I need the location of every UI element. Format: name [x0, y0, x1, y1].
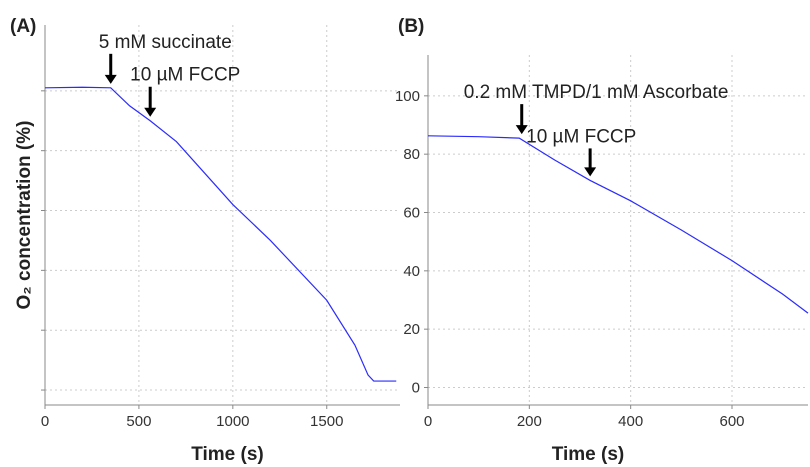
- annotation-text: 5 mM succinate: [99, 32, 232, 53]
- y-tick-label: 40: [403, 263, 420, 280]
- annotation-arrowhead: [144, 107, 157, 117]
- x-tick-label: 500: [126, 413, 151, 430]
- data-line: [44, 86, 397, 382]
- annotation-arrowhead: [515, 125, 528, 135]
- data-line: [427, 135, 809, 314]
- y-tick-label: 20: [403, 321, 420, 338]
- y-tick-label: 100: [395, 88, 420, 105]
- y-tick-label: 80: [403, 146, 420, 163]
- annotation-text: 0.2 mM TMPD/1 mM Ascorbate: [464, 82, 729, 103]
- annotation-text: 10 µM FCCP: [526, 126, 636, 147]
- x-axis-label: Time (s): [552, 444, 625, 465]
- x-tick-label: 0: [41, 413, 49, 430]
- panel-label: (A): [10, 16, 36, 37]
- y-tick-label: 60: [403, 205, 420, 222]
- x-tick-label: 1500: [310, 413, 343, 430]
- annotation-arrowhead: [584, 167, 597, 177]
- annotation-text: 10 µM FCCP: [130, 65, 240, 86]
- annotation-arrowhead: [104, 74, 117, 84]
- x-tick-label: 400: [618, 413, 643, 430]
- x-tick-label: 0: [424, 413, 432, 430]
- panel-label: (B): [398, 16, 424, 37]
- x-tick-label: 600: [719, 413, 744, 430]
- y-tick-label: 0: [412, 380, 420, 397]
- x-tick-label: 200: [517, 413, 542, 430]
- x-tick-label: 1000: [216, 413, 249, 430]
- x-axis-label: Time (s): [191, 444, 264, 465]
- y-axis-label: O₂ concentration (%): [14, 121, 35, 310]
